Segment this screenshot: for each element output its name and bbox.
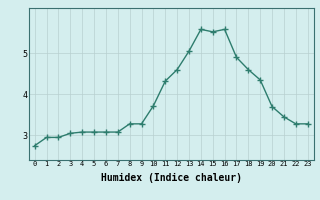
X-axis label: Humidex (Indice chaleur): Humidex (Indice chaleur): [101, 173, 242, 183]
